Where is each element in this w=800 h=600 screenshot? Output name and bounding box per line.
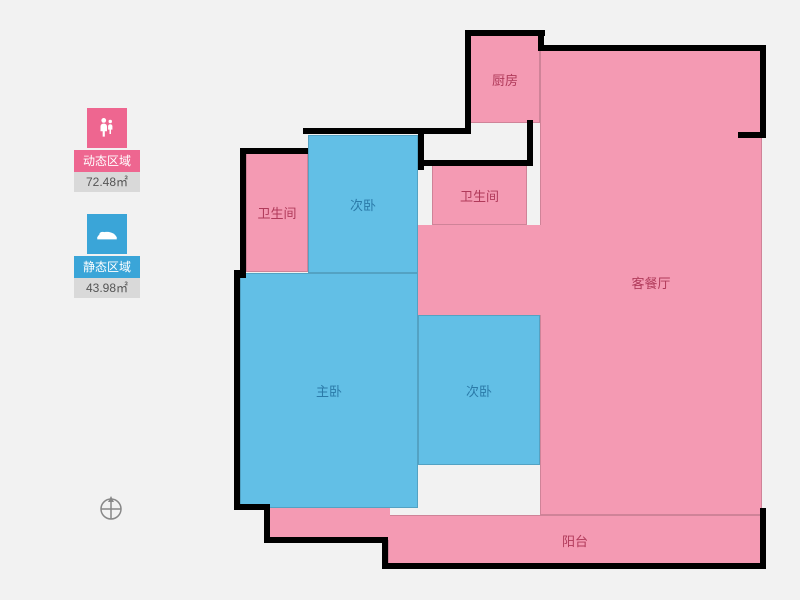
wall-segment [465,30,545,36]
room-bed2a: 次卧 [308,135,418,273]
room-label: 厨房 [492,70,518,89]
wall-segment [538,45,766,51]
wall-segment [527,120,533,166]
room-label: 阳台 [562,531,588,550]
wall-segment [465,30,471,130]
wall-segment [240,148,246,278]
room-balc_step [270,508,390,540]
wall-segment [760,508,766,568]
room-bath2: 卫生间 [432,165,527,225]
room-label: 卫生间 [257,203,296,222]
legend-static-title: 静态区域 [74,256,140,278]
room-bath1: 卫生间 [246,152,308,272]
wall-segment [424,160,532,166]
people-icon [87,108,127,148]
legend-static: 静态区域 43.98㎡ [74,214,140,298]
floorplan-diagram: 厨房卫生间次卧卫生间客餐厅主卧次卧阳台 [240,20,765,580]
room-label: 次卧 [350,195,376,214]
bed-icon [87,214,127,254]
wall-segment [303,128,471,134]
legend-static-value: 43.98㎡ [74,278,140,298]
room-kitchen: 厨房 [470,35,540,123]
compass-icon [96,492,126,522]
legend-dynamic-title: 动态区域 [74,150,140,172]
wall-segment [760,45,766,135]
room-label: 客餐厅 [631,273,670,292]
legend-panel: 动态区域 72.48㎡ 静态区域 43.98㎡ [74,108,140,320]
wall-segment [240,148,308,154]
legend-dynamic: 动态区域 72.48㎡ [74,108,140,192]
room-label: 卫生间 [460,186,499,205]
room-living: 客餐厅 [540,50,762,515]
room-bed2b: 次卧 [418,315,540,465]
legend-dynamic-value: 72.48㎡ [74,172,140,192]
wall-segment [264,537,388,543]
room-label: 主卧 [316,381,342,400]
room-living_ext [418,225,542,315]
wall-segment [738,132,766,138]
room-balcony: 阳台 [388,515,762,565]
room-master: 主卧 [240,273,418,508]
room-label: 次卧 [466,381,492,400]
wall-segment [382,563,766,569]
wall-segment [234,270,240,510]
